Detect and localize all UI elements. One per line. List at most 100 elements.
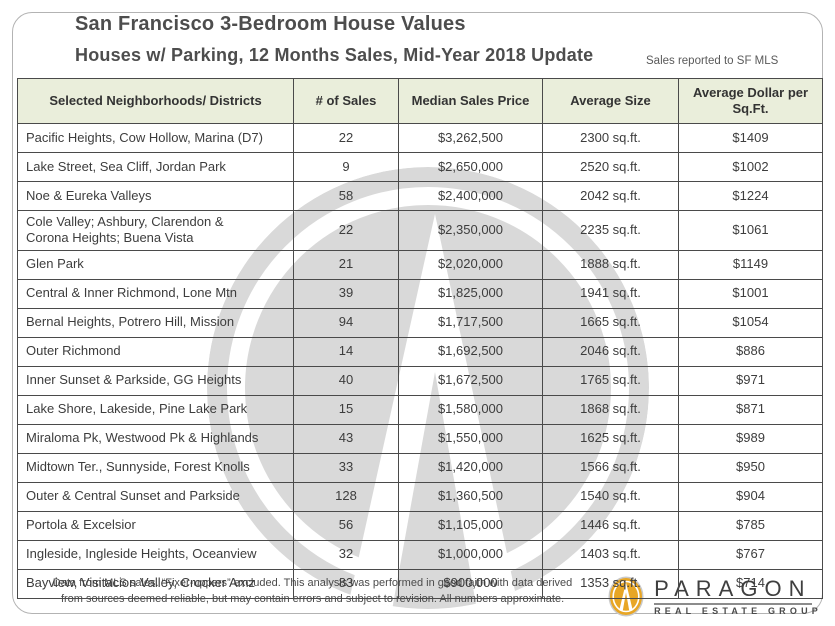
avg-ppsf-cell: $1224 [678,181,823,211]
avg-size-cell: 1540 sq.ft. [542,481,679,512]
header-sales-count: # of Sales [293,78,399,124]
table-area: Selected Neighborhoods/ Districts # of S… [17,78,823,609]
avg-ppsf-cell: $785 [678,510,823,541]
avg-size-cell: 1403 sq.ft. [542,539,679,570]
neighborhood-cell: Cole Valley; Ashbury, Clarendon & Corona… [17,210,294,251]
sales-count-cell: 21 [293,249,399,280]
sales-count-cell: 9 [293,152,399,182]
median-price-cell: $1,000,000 [398,539,543,570]
avg-ppsf-cell: $971 [678,365,823,396]
neighborhood-cell: Inner Sunset & Parkside, GG Heights [17,365,294,396]
table-row: Bernal Heights, Potrero Hill, Mission 94 $… [17,307,823,338]
median-price-cell: $1,360,500 [398,481,543,512]
table-row: Outer & Central Sunset and Parkside 128 $1… [17,481,823,512]
avg-size-cell: 1868 sq.ft. [542,394,679,425]
median-price-cell: $2,650,000 [398,152,543,182]
median-price-cell: $1,692,500 [398,336,543,367]
median-price-cell: $1,105,000 [398,510,543,541]
avg-size-cell: 1625 sq.ft. [542,423,679,454]
median-price-cell: $1,580,000 [398,394,543,425]
sales-count-cell: 43 [293,423,399,454]
median-price-cell: $1,420,000 [398,452,543,483]
neighborhood-cell: Miraloma Pk, Westwood Pk & Highlands [17,423,294,454]
table-row: Cole Valley; Ashbury, Clarendon & Corona… [17,210,823,251]
avg-ppsf-cell: $950 [678,452,823,483]
sales-count-cell: 14 [293,336,399,367]
median-price-cell: $2,400,000 [398,181,543,211]
sales-count-cell: 32 [293,539,399,570]
sales-count-cell: 94 [293,307,399,338]
avg-ppsf-cell: $871 [678,394,823,425]
median-price-cell: $1,550,000 [398,423,543,454]
avg-size-cell: 1566 sq.ft. [542,452,679,483]
avg-ppsf-cell: $989 [678,423,823,454]
median-price-cell: $900,000 [398,568,543,599]
sales-count-cell: 15 [293,394,399,425]
avg-ppsf-cell: $1061 [678,210,823,251]
avg-size-cell: 2042 sq.ft. [542,181,679,211]
neighborhood-cell: Glen Park [17,249,294,280]
avg-ppsf-cell: $767 [678,539,823,570]
page-title: San Francisco 3-Bedroom House Values [75,13,466,35]
median-price-cell: $3,262,500 [398,123,543,153]
table-row: Portola & Excelsior 56 $1,105,000 1446 sq.f… [17,510,823,541]
neighborhood-cell: Ingleside, Ingleside Heights, Oceanview [17,539,294,570]
table-row: Inner Sunset & Parkside, GG Heights 40 $1,… [17,365,823,396]
avg-size-cell: 1446 sq.ft. [542,510,679,541]
sales-count-cell: 22 [293,123,399,153]
neighborhood-cell: Lake Shore, Lakeside, Pine Lake Park [17,394,294,425]
avg-ppsf-cell: $1409 [678,123,823,153]
header-avg-ppsf: Average Dollar per Sq.Ft. [678,78,823,124]
avg-size-cell: 2235 sq.ft. [542,210,679,251]
table-row: Ingleside, Ingleside Heights, Oceanview 3… [17,539,823,570]
sales-count-cell: 22 [293,210,399,251]
avg-size-cell: 2300 sq.ft. [542,123,679,153]
sales-count-cell: 40 [293,365,399,396]
median-price-cell: $1,672,500 [398,365,543,396]
table-row: Outer Richmond 14 $1,692,500 2046 sq.ft. $88… [17,336,823,367]
neighborhood-cell: Noe & Eureka Valleys [17,181,294,211]
avg-ppsf-cell: $1149 [678,249,823,280]
avg-ppsf-cell: $1002 [678,152,823,182]
table-row: Glen Park 21 $2,020,000 1888 sq.ft. $1149 [17,249,823,280]
avg-size-cell: 1665 sq.ft. [542,307,679,338]
table-row: Bayview, Visitacion Valley, Crocker Amz 8… [17,568,823,599]
table-row: Lake Shore, Lakeside, Pine Lake Park 15 $1… [17,394,823,425]
values-table: Selected Neighborhoods/ Districts # of S… [17,78,823,599]
avg-size-cell: 1765 sq.ft. [542,365,679,396]
avg-ppsf-cell: $1001 [678,278,823,309]
table-row: Pacific Heights, Cow Hollow, Marina (D7)… [17,123,823,153]
median-price-cell: $2,020,000 [398,249,543,280]
avg-ppsf-cell: $886 [678,336,823,367]
avg-size-cell: 1353 sq.ft. [542,568,679,599]
neighborhood-cell: Bernal Heights, Potrero Hill, Mission [17,307,294,338]
header-median-price: Median Sales Price [398,78,543,124]
neighborhood-cell: Central & Inner Richmond, Lone Mtn [17,278,294,309]
avg-ppsf-cell: $1054 [678,307,823,338]
sales-count-cell: 58 [293,181,399,211]
table-row: Central & Inner Richmond, Lone Mtn 39 $1,8… [17,278,823,309]
avg-size-cell: 1888 sq.ft. [542,249,679,280]
brand-rule [654,602,813,605]
median-price-cell: $1,825,000 [398,278,543,309]
header-avg-size: Average Size [542,78,679,124]
neighborhood-cell: Midtown Ter., Sunnyside, Forest Knolls [17,452,294,483]
avg-size-cell: 2046 sq.ft. [542,336,679,367]
brand-tagline: REAL ESTATE GROUP [654,605,822,616]
sales-count-cell: 128 [293,481,399,512]
sales-count-cell: 56 [293,510,399,541]
avg-ppsf-cell: $714 [678,568,823,599]
sales-count-cell: 33 [293,452,399,483]
median-price-cell: $2,350,000 [398,210,543,251]
neighborhood-cell: Portola & Excelsior [17,510,294,541]
neighborhood-cell: Outer & Central Sunset and Parkside [17,481,294,512]
sales-count-cell: 83 [293,568,399,599]
table-row: Midtown Ter., Sunnyside, Forest Knolls 33… [17,452,823,483]
neighborhood-cell: Pacific Heights, Cow Hollow, Marina (D7) [17,123,294,153]
avg-size-cell: 1941 sq.ft. [542,278,679,309]
table-header-row: Selected Neighborhoods/ Districts # of S… [17,78,823,124]
table-row: Miraloma Pk, Westwood Pk & Highlands 43 $1… [17,423,823,454]
table-row: Noe & Eureka Valleys 58 $2,400,000 2042 sq.… [17,181,823,211]
avg-size-cell: 2520 sq.ft. [542,152,679,182]
page-subtitle: Houses w/ Parking, 12 Months Sales, Mid-… [75,45,594,65]
